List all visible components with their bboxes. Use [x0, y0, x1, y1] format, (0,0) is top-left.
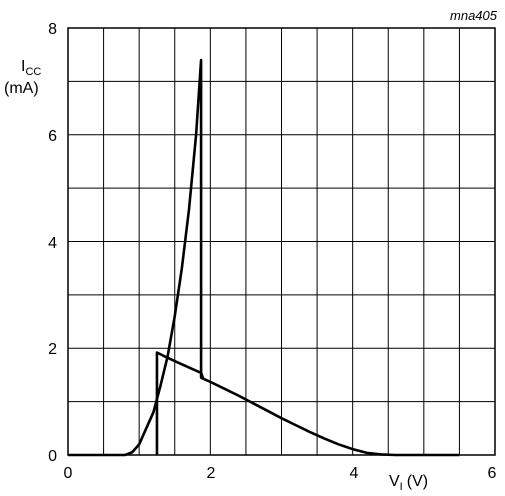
y-tick-label: 4 — [48, 235, 57, 252]
y-tick-label: 6 — [48, 128, 57, 145]
series-line-2 — [155, 351, 205, 455]
y-axis-unit: (mA) — [4, 80, 39, 97]
x-axis-subscript: I — [400, 481, 403, 493]
series-group — [68, 58, 460, 457]
x-tick-label: 0 — [64, 465, 73, 482]
x-tick-label: 2 — [207, 465, 216, 482]
y-tick-labels: 0 2 4 6 8 — [48, 21, 57, 465]
figure-code: mna405 — [450, 8, 498, 23]
y-axis-symbol: I — [21, 58, 25, 75]
x-axis-symbol: V — [389, 473, 400, 490]
x-tick-label: 6 — [488, 465, 497, 482]
y-tick-label: 0 — [48, 448, 57, 465]
y-tick-label: 2 — [48, 341, 57, 358]
x-axis-label: VI (V) — [389, 473, 428, 493]
grid — [67, 27, 496, 456]
x-tick-label: 4 — [350, 465, 359, 482]
y-tick-label: 8 — [48, 21, 57, 38]
x-axis-unit: (V) — [407, 473, 428, 490]
x-tick-labels: 0 2 4 6 — [64, 465, 497, 482]
series-line-1 — [68, 58, 460, 457]
y-axis-label: ICC — [21, 58, 41, 78]
plot-frame — [67, 27, 496, 456]
y-axis-subscript: CC — [25, 66, 41, 78]
